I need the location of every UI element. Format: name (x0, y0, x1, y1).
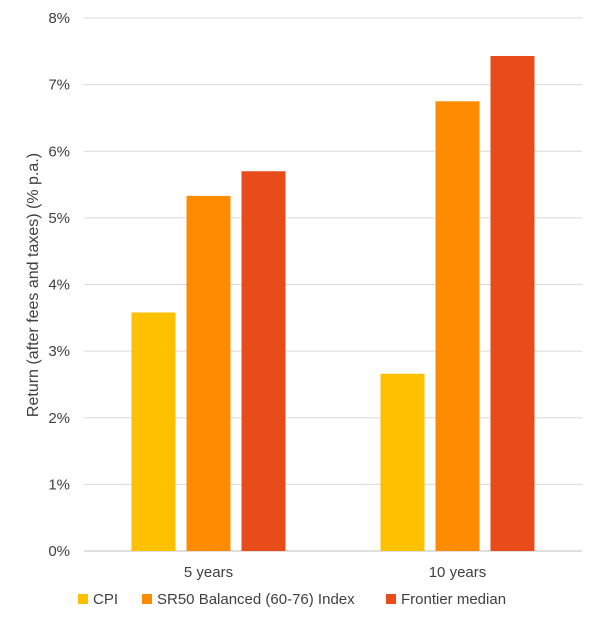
x-category-label: 10 years (429, 564, 487, 581)
y-tick-label: 0% (48, 543, 70, 560)
legend-label: Frontier median (401, 591, 506, 608)
y-tick-label: 7% (48, 77, 70, 94)
y-tick-label: 1% (48, 476, 70, 493)
bar-sr50-balanced-60-76-index-5-years (186, 195, 231, 552)
y-tick-label: 6% (48, 143, 70, 160)
legend-swatch (78, 594, 88, 604)
y-tick-label: 4% (48, 277, 70, 294)
x-category-label: 5 years (184, 564, 233, 581)
x-axis: 5 years 10 years (184, 564, 486, 581)
bar-cpi-5-years (131, 312, 176, 551)
bar-frontier-median-10-years (490, 55, 535, 551)
bars (131, 55, 535, 552)
y-tick-label: 8% (48, 10, 70, 27)
legend-swatch (142, 594, 152, 604)
y-tick-label: 5% (48, 210, 70, 227)
y-axis-title: Return (after fees and taxes) (% p.a.) (25, 153, 42, 417)
y-tick-label: 2% (48, 410, 70, 427)
bar-frontier-median-5-years (241, 171, 286, 552)
legend-swatch (386, 594, 396, 604)
legend: CPI SR50 Balanced (60-76) Index Frontier m… (78, 591, 506, 608)
y-axis: 0% 1% 2% 3% 4% 5% 6% 7% 8% (48, 10, 70, 560)
y-tick-label: 3% (48, 343, 70, 360)
legend-label: CPI (93, 591, 118, 608)
bar-cpi-10-years (380, 373, 425, 551)
bar-sr50-balanced-60-76-index-10-years (435, 101, 480, 551)
legend-label: SR50 Balanced (60-76) Index (157, 591, 355, 608)
